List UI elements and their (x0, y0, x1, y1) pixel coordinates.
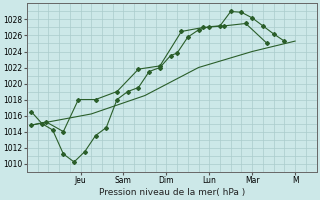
X-axis label: Pression niveau de la mer( hPa ): Pression niveau de la mer( hPa ) (99, 188, 245, 197)
